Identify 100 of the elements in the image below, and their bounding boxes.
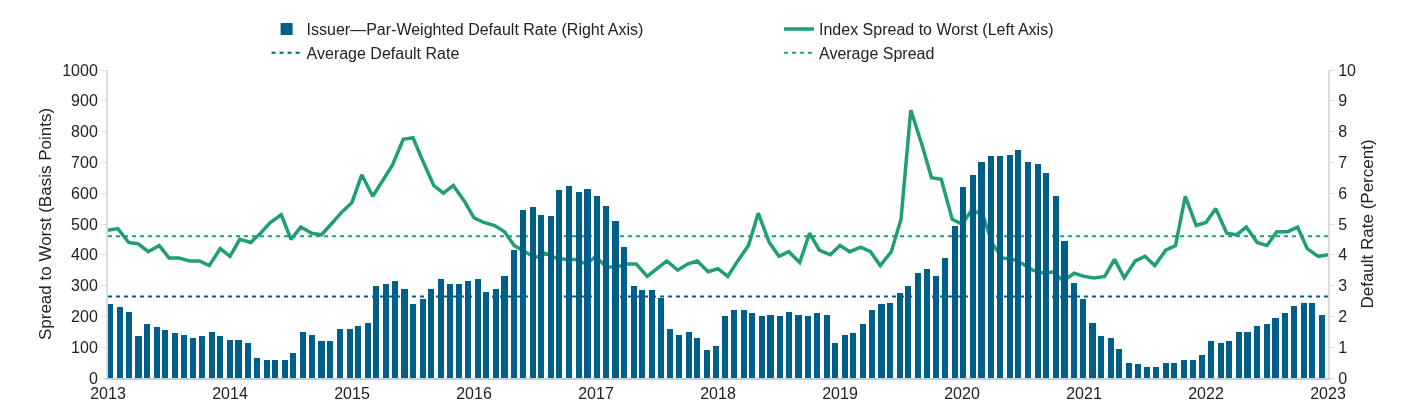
bar	[420, 299, 426, 378]
bar	[1254, 326, 1260, 378]
bar	[1171, 363, 1177, 378]
legend-label: Average Spread	[819, 44, 935, 62]
bar	[217, 336, 223, 378]
bar	[1126, 363, 1132, 378]
legend-label: Average Default Rate	[306, 44, 460, 62]
bar	[832, 343, 838, 378]
bar	[1218, 343, 1224, 378]
y-tick-label: 400	[71, 246, 98, 264]
y2-tick-label: 4	[1338, 246, 1348, 264]
x-tick-label: 2013	[90, 385, 126, 403]
bar	[410, 304, 416, 378]
bar	[300, 332, 306, 378]
bar	[337, 329, 343, 378]
bar	[786, 312, 792, 378]
bar	[704, 350, 710, 378]
bar	[1080, 299, 1086, 378]
bar	[290, 353, 296, 378]
bar	[1309, 303, 1315, 378]
y-tick-label: 900	[71, 92, 98, 110]
bar	[1116, 349, 1122, 378]
bar	[1226, 341, 1232, 378]
y-axis-title: Spread to Worst (Basis Points)	[36, 107, 56, 341]
y-tick-label: 200	[71, 308, 98, 325]
bar	[1190, 360, 1196, 378]
bar	[749, 313, 755, 378]
x-tick-label: 2017	[578, 385, 614, 403]
bar	[676, 335, 682, 378]
bar	[126, 312, 132, 378]
bar	[824, 315, 830, 378]
y2-tick-label: 3	[1338, 277, 1348, 295]
y2-tick-label: 6	[1338, 184, 1348, 202]
bar	[1135, 364, 1141, 378]
bar	[805, 316, 811, 378]
bar	[272, 360, 278, 378]
y-tick-label: 100	[71, 338, 98, 356]
bar	[1301, 303, 1307, 378]
x-tick-label: 2023	[1310, 385, 1346, 403]
legend-label: Index Spread to Worst (Left Axis)	[819, 21, 1054, 39]
x-tick-label: 2015	[334, 385, 370, 403]
bar	[245, 343, 251, 378]
y2-tick-label: 5	[1338, 215, 1348, 233]
bar	[1291, 306, 1297, 378]
bar	[355, 326, 361, 378]
bar	[731, 310, 737, 378]
bar	[1181, 360, 1187, 378]
bar	[1163, 363, 1169, 378]
y2-tick-label: 7	[1338, 154, 1348, 171]
y2-tick-label: 0	[1338, 369, 1348, 387]
bar	[227, 340, 233, 378]
bar	[1282, 313, 1288, 378]
bar	[1244, 332, 1251, 378]
bar	[254, 358, 260, 378]
bar	[235, 340, 242, 378]
bar	[172, 333, 178, 378]
bar	[887, 303, 893, 378]
bar	[1272, 318, 1279, 378]
bar	[686, 332, 692, 378]
y-tick-label: 600	[71, 184, 98, 202]
bar	[327, 341, 333, 378]
bar	[795, 315, 802, 378]
bar	[694, 338, 700, 378]
bar	[1199, 355, 1205, 378]
bar	[850, 333, 856, 378]
bar	[144, 324, 150, 378]
y2-tick-label: 9	[1338, 92, 1348, 110]
bar	[860, 324, 866, 378]
bar	[1153, 367, 1159, 378]
bar	[199, 336, 205, 378]
x-tick-label: 2020	[944, 385, 980, 403]
y-tick-label: 0	[88, 369, 98, 387]
bar	[154, 327, 160, 378]
bar	[1089, 323, 1096, 378]
bar	[667, 329, 673, 378]
bar	[135, 336, 142, 378]
x-tick-label: 2022	[1188, 385, 1224, 403]
bar	[318, 341, 325, 378]
x-tick-label: 2019	[822, 385, 858, 403]
bar	[108, 304, 113, 378]
y-tick-label: 300	[71, 277, 98, 295]
x-tick-label: 2014	[212, 385, 248, 403]
bar	[814, 313, 820, 378]
bar	[117, 307, 123, 378]
bar	[713, 346, 719, 378]
bar	[365, 323, 371, 378]
x-tick-label: 2016	[456, 385, 492, 403]
bar	[209, 332, 215, 378]
y2-axis-title: Default Rate (Percent)	[1358, 139, 1377, 309]
bar	[869, 310, 875, 378]
y2-tick-label: 10	[1338, 61, 1357, 79]
bar	[741, 310, 747, 378]
bar	[842, 335, 848, 378]
bar	[1264, 324, 1270, 378]
bar	[767, 315, 774, 378]
bar	[722, 316, 728, 378]
y-tick-label: 700	[71, 154, 98, 171]
y2-tick-label: 1	[1338, 338, 1348, 356]
y-tick-label: 500	[71, 215, 98, 233]
x-tick-label: 2021	[1066, 385, 1102, 403]
